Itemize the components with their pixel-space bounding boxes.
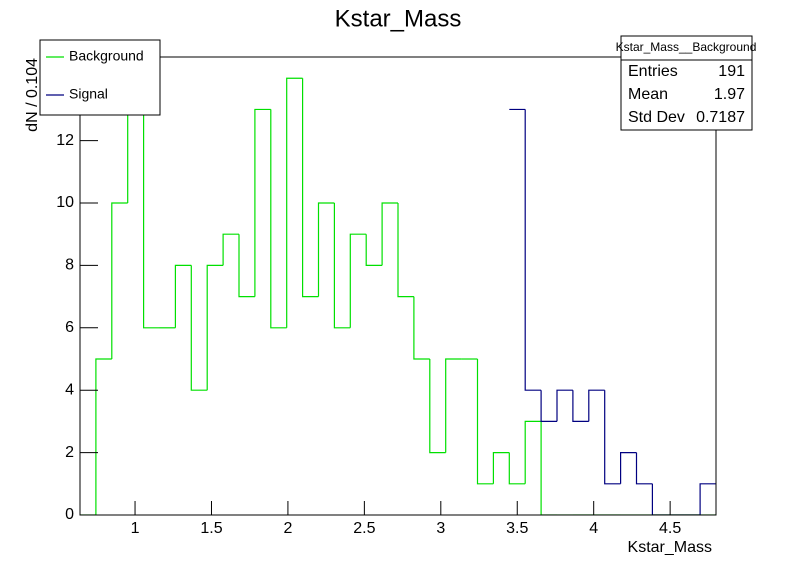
- histogram-bin: [651, 483, 669, 515]
- histogram-bin: [381, 202, 398, 266]
- x-tick-label: 2: [283, 520, 292, 537]
- y-axis-label: dN / 0.104: [24, 58, 41, 132]
- histogram-bin: [302, 78, 319, 298]
- stats-value: 1.97: [714, 86, 745, 103]
- stats-value: 191: [718, 63, 745, 80]
- histogram-bin: [508, 452, 526, 485]
- histogram-bin: [588, 389, 605, 422]
- legend: Background Signal: [39, 39, 161, 116]
- histogram-bin: [206, 264, 224, 391]
- histogram-bin: [222, 233, 239, 266]
- histogram-bin: [556, 389, 573, 422]
- histogram-bin: [413, 296, 430, 360]
- y-tick-label: 2: [65, 444, 74, 461]
- x-tick-label: 4: [589, 520, 598, 537]
- stats-label: Std Dev: [628, 109, 685, 126]
- stats-frame: [620, 35, 753, 131]
- x-tick-label: 3.5: [506, 520, 528, 537]
- histogram-bin: [397, 203, 414, 298]
- histogram-bin: [572, 390, 589, 423]
- histogram-bin: [190, 265, 208, 391]
- histogram-bin: [143, 78, 160, 329]
- histogram-bin: [365, 234, 383, 267]
- x-tick-label: 1: [131, 520, 140, 537]
- x-tick-label: 1.5: [200, 520, 222, 537]
- histogram-bin: [524, 109, 542, 391]
- chart-title: Kstar_Mass: [335, 5, 462, 32]
- frame: [79, 56, 717, 516]
- stats-title: Kstar_Mass__Background: [616, 40, 757, 54]
- legend-label: Signal: [69, 86, 108, 102]
- histogram-bin: [317, 202, 335, 297]
- plot-area: [80, 77, 716, 515]
- histogram-bin: [174, 264, 192, 328]
- histogram-bin: [111, 202, 128, 360]
- x-tick-label: 3: [436, 520, 445, 537]
- y-tick-label: 10: [56, 194, 74, 211]
- histogram-bin: [445, 358, 462, 453]
- stats-box: Kstar_Mass__Background Entries 191 Mean 1.9…: [616, 35, 757, 131]
- stats-label: Mean: [628, 86, 668, 103]
- histogram-bin: [492, 452, 510, 484]
- y-tick-label: 0: [65, 506, 74, 523]
- histogram-bin: [270, 109, 287, 329]
- histogram-bin: [238, 234, 255, 298]
- histogram-bin: [604, 390, 621, 485]
- x-tick-label: 2.5: [353, 520, 375, 537]
- histogram-bin: [635, 452, 653, 485]
- histogram-bin: [254, 108, 271, 297]
- legend-box: [39, 39, 161, 116]
- histogram-bin: [620, 452, 637, 484]
- stats-label: Entries: [628, 63, 678, 80]
- histogram-bin: [524, 420, 542, 484]
- x-tick-label: 4.5: [659, 520, 681, 537]
- x-axis-label: Kstar_Mass: [628, 539, 712, 556]
- y-tick-label: 8: [65, 257, 74, 274]
- y-tick-label: 12: [56, 132, 74, 149]
- y-tick-label: 6: [65, 319, 74, 336]
- histogram-bin: [699, 483, 716, 515]
- stats-value: 0.7187: [696, 109, 745, 126]
- histogram-bin: [286, 77, 303, 328]
- histogram-bin: [349, 233, 367, 328]
- histogram-bin: [333, 203, 351, 329]
- y-tick-label: 4: [65, 381, 74, 398]
- histogram-bin: [540, 390, 557, 423]
- histogram-bin: [429, 359, 446, 454]
- histogram-bin: [540, 421, 557, 515]
- legend-label: Background: [69, 48, 144, 64]
- histogram-bin: [476, 359, 494, 485]
- histogram-bin: [95, 358, 112, 515]
